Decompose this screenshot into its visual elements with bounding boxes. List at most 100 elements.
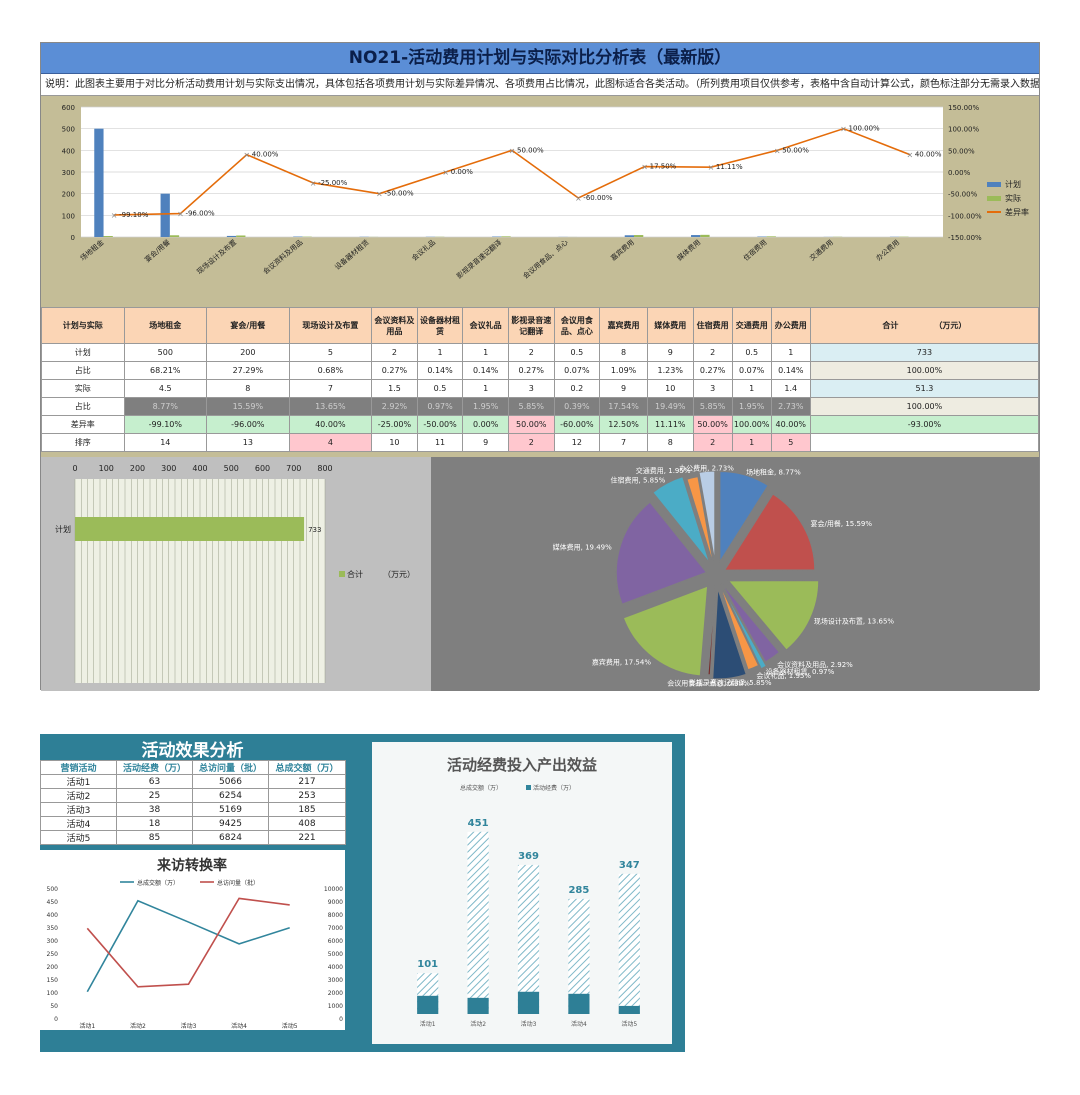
table-cell: 1 <box>770 343 811 362</box>
rate-data-label: -60.00% <box>583 194 613 202</box>
total-cell: -93.00% <box>809 415 1040 434</box>
table-cell: 0.14% <box>416 361 464 380</box>
x-tick-label: 活动3 <box>181 1022 197 1030</box>
y2-tick-label: 1000 <box>328 1003 343 1010</box>
effect-cell: 25 <box>116 788 193 803</box>
pie-slice <box>686 476 715 566</box>
table-row: 计划 500 200 5 2 1 1 2 0.5 8 9 2 0.5 1 733 <box>41 343 1040 362</box>
header-cell: 设备器材租赁 <box>416 307 464 344</box>
effect-header-cell: 活动经费（万） <box>116 760 193 775</box>
y-tick-label: 100 <box>47 990 59 997</box>
effect-header-cell: 营销活动 <box>40 760 117 775</box>
table-cell: 50.00% <box>507 415 555 434</box>
effect-cell: 6254 <box>192 788 269 803</box>
rate-marker: × <box>575 194 582 203</box>
plan-bar <box>226 235 237 237</box>
pie-slice-label: 宴会/用餐, 15.59% <box>811 519 873 528</box>
effect-table-row: 活动1 63 5066 217 <box>40 774 346 789</box>
y-tick-label: 200 <box>62 191 75 199</box>
rate-marker: × <box>906 151 913 160</box>
plan-bar <box>160 193 170 237</box>
pie-slice <box>727 580 820 651</box>
table-row: 占比 8.77% 15.59% 13.65% 2.92% 0.97% 1.95% 5.85% 0… <box>41 397 1040 416</box>
effect-cell: 6824 <box>192 830 269 845</box>
table-cell: 0.27% <box>371 361 418 380</box>
rate-data-label: 100.00% <box>849 125 880 133</box>
table-cell: 9 <box>599 379 648 398</box>
table-cell: 19.49% <box>646 397 694 416</box>
effect-header-cell: 总成交额（万） <box>268 760 346 775</box>
rate-data-label: -50.00% <box>384 190 414 198</box>
y2-tick-label: 3000 <box>328 977 343 984</box>
x-tick-label: 200 <box>130 464 145 473</box>
pie-slice <box>615 501 708 605</box>
budget-bar <box>618 1005 640 1014</box>
header-cell: 嘉宾费用 <box>599 307 648 344</box>
sheet-title: NO21-活动费用计划与实际对比分析表（最新版） <box>41 43 1039 74</box>
legend-label: 总访问量（批） <box>217 879 259 887</box>
effect-cell: 408 <box>268 816 346 831</box>
total-cell: 733 <box>809 343 1040 362</box>
table-cell: 0.00% <box>462 415 509 434</box>
x-tick-label: 800 <box>317 464 332 473</box>
effect-table-row: 活动3 38 5169 185 <box>40 802 346 817</box>
table-cell: 2 <box>692 433 733 452</box>
rate-data-label: 11.11% <box>716 163 743 171</box>
budget-bar <box>568 993 590 1014</box>
table-cell: 4 <box>288 433 373 452</box>
pie-slice-label: 办公费用, 2.73% <box>679 463 734 472</box>
y-tick-label: 500 <box>47 886 59 893</box>
pie-slice <box>698 470 716 562</box>
cost-analysis-sheet: NO21-活动费用计划与实际对比分析表（最新版） 说明：此图表主要用于对比分析活… <box>40 42 1040 691</box>
rate-data-label: 50.00% <box>517 146 544 154</box>
rate-marker: × <box>111 211 118 220</box>
rate-data-label: 40.00% <box>915 151 942 159</box>
legend-swatch <box>526 785 531 790</box>
y-tick-label: 150 <box>47 977 59 984</box>
y2-tick-label: 10000 <box>324 886 343 893</box>
y2-tick-label: -150.00% <box>948 234 982 242</box>
table-row: 排序 14 13 4 10 11 9 2 12 7 8 2 1 5 <box>41 433 1040 452</box>
pie-slice <box>721 587 767 670</box>
effect-cell: 活动3 <box>40 802 117 817</box>
header-cell: 会议礼品 <box>462 307 509 344</box>
effect-table: 营销活动 活动经费（万） 总访问量（批） 总成交额（万） 活动1 63 5066 217 活动… <box>40 760 346 845</box>
y2-tick-label: 0 <box>339 1016 343 1023</box>
table-cell: 0.5 <box>553 343 601 362</box>
header-cell: 住宿费用 <box>692 307 733 344</box>
header-cell: 媒体费用 <box>646 307 694 344</box>
legend-label: 总成交额（万） <box>137 879 179 887</box>
actual-bar <box>501 236 511 237</box>
table-cell: 4.5 <box>123 379 208 398</box>
effect-cell: 活动2 <box>40 788 117 803</box>
table-cell: 0.2 <box>553 379 601 398</box>
row-label-cell: 差异率 <box>41 415 125 434</box>
table-cell: 1 <box>731 433 772 452</box>
x-tick-label: 0 <box>72 464 77 473</box>
effect-cell: 38 <box>116 802 193 817</box>
plan-bar <box>94 128 104 237</box>
bar-data-label: 347 <box>619 860 640 871</box>
header-cell: 办公费用 <box>770 307 811 344</box>
rate-marker: × <box>708 163 715 172</box>
legend-label: 实际 <box>1005 193 1021 203</box>
x-tick-label: 活动3 <box>521 1020 537 1028</box>
y-tick-label: 200 <box>47 964 59 971</box>
effect-table-row: 活动4 18 9425 408 <box>40 816 346 831</box>
pie-slice <box>719 471 769 564</box>
table-cell: 3 <box>507 379 555 398</box>
actual-bar <box>236 235 246 237</box>
row-label-cell: 排序 <box>41 433 125 452</box>
table-cell: 12 <box>553 433 601 452</box>
rate-marker: × <box>840 125 847 134</box>
table-cell: 40.00% <box>288 415 373 434</box>
table-cell: 9 <box>462 433 509 452</box>
x-tick-label: 活动1 <box>79 1022 95 1030</box>
y-tick-label: 300 <box>62 169 75 177</box>
sheet-description: 说明：此图表主要用于对比分析活动费用计划与实际支出情况，具体包括各项费用计划与实… <box>41 74 1039 96</box>
bar-data-label: 101 <box>417 959 438 970</box>
x-tick-label: 400 <box>192 464 207 473</box>
table-cell: 500 <box>123 343 208 362</box>
